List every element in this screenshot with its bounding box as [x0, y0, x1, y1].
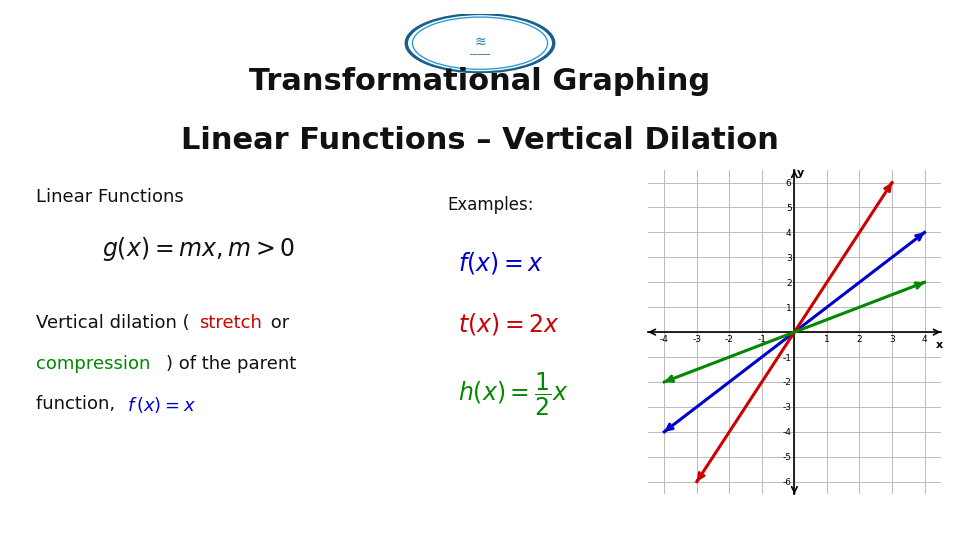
Text: $f\,(x) = x$: $f\,(x) = x$ [127, 395, 196, 415]
Text: Vertical dilation (: Vertical dilation ( [36, 314, 189, 332]
Text: x: x [936, 340, 943, 349]
Text: or: or [265, 314, 289, 332]
Text: Linear Functions: Linear Functions [36, 188, 183, 206]
Text: Transformational Graphing: Transformational Graphing [250, 67, 710, 96]
Text: $h(x) = \dfrac{1}{2}x$: $h(x) = \dfrac{1}{2}x$ [458, 371, 568, 418]
Text: $t(x) = 2x$: $t(x) = 2x$ [458, 310, 560, 336]
Text: ) of the parent: ) of the parent [166, 354, 296, 373]
Text: $f(x) = x$: $f(x) = x$ [458, 250, 543, 276]
Circle shape [409, 16, 551, 71]
Text: ─────: ───── [469, 52, 491, 58]
Text: Linear Functions – Vertical Dilation: Linear Functions – Vertical Dilation [181, 126, 779, 155]
Text: y: y [797, 167, 804, 178]
Text: stretch: stretch [199, 314, 262, 332]
Text: compression: compression [36, 354, 150, 373]
Text: Examples:: Examples: [447, 195, 534, 214]
Text: $g(x) = mx, m > 0$: $g(x) = mx, m > 0$ [102, 235, 295, 264]
Text: function,: function, [36, 395, 121, 413]
Text: ≋: ≋ [474, 35, 486, 49]
